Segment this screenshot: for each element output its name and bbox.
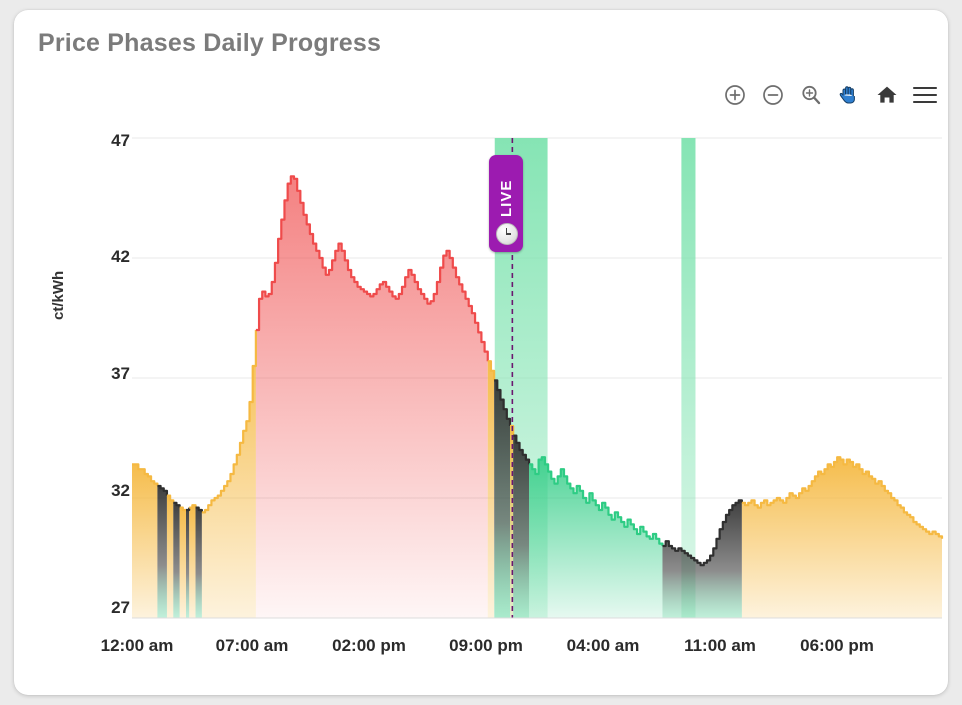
y-tick-42: 42 xyxy=(111,247,130,266)
price-area-chart xyxy=(132,137,944,619)
chart-card: Price Phases Daily Progress ct/ xyxy=(14,10,948,695)
x-tick-6: 06:00 pm xyxy=(800,636,874,655)
menu-icon[interactable] xyxy=(912,82,938,108)
chart-toolbar[interactable] xyxy=(722,82,938,108)
x-tick-1: 07:00 am xyxy=(215,636,289,655)
y-tick-47: 47 xyxy=(111,131,130,150)
x-tick-5: 11:00 am xyxy=(684,636,756,655)
y-tick-37: 37 xyxy=(111,364,130,383)
home-icon[interactable] xyxy=(874,82,900,108)
page-title: Price Phases Daily Progress xyxy=(38,29,382,57)
x-tick-0: 12:00 am xyxy=(100,636,174,655)
y-tick-32: 32 xyxy=(111,481,130,500)
y-tick-27: 27 xyxy=(111,598,130,617)
zoom-in-icon[interactable] xyxy=(722,82,748,108)
selection-zoom-icon[interactable] xyxy=(798,82,824,108)
x-tick-4: 04:00 am xyxy=(566,636,640,655)
clock-icon xyxy=(495,223,518,245)
panning-icon[interactable] xyxy=(836,82,862,108)
x-tick-2: 02:00 pm xyxy=(332,636,406,655)
x-tick-3: 09:00 pm xyxy=(449,636,523,655)
zoom-out-icon[interactable] xyxy=(760,82,786,108)
live-marker[interactable]: LIVE xyxy=(488,155,523,252)
live-marker-label: LIVE xyxy=(497,179,515,217)
chart-plot-area[interactable]: ct/kWh 47 42 37 32 27 12:00 am 07:00 am … xyxy=(14,10,948,695)
